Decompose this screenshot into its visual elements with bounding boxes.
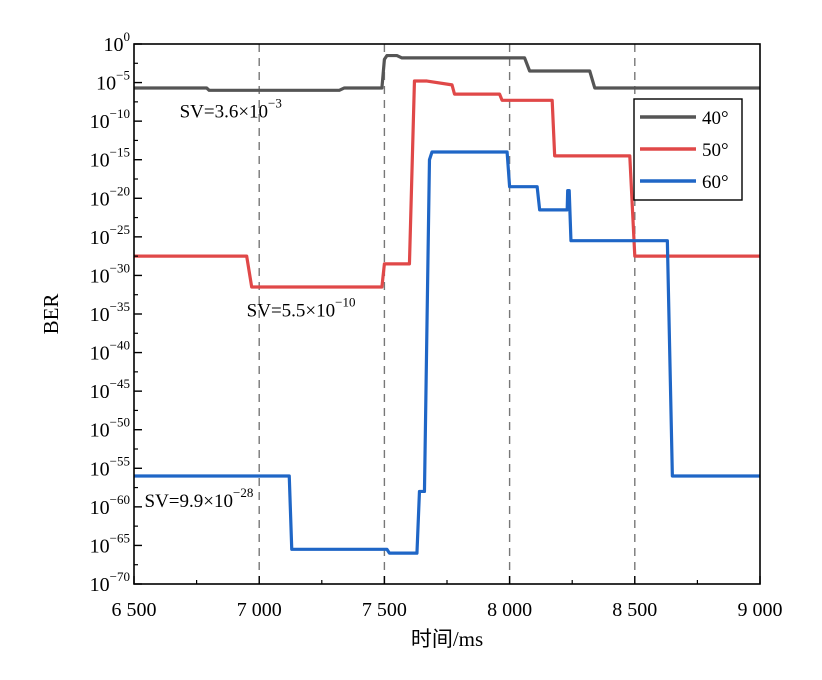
y-tick-label: 10−45	[90, 376, 130, 403]
x-tick-label: 6 500	[112, 599, 157, 621]
annotation-a60: SV=9.9×10−28	[145, 485, 254, 512]
x-tick-label: 9 000	[738, 599, 783, 621]
series-line-3	[134, 150, 760, 555]
y-tick-label: 10−55	[90, 453, 130, 480]
x-tick-label: 7 500	[362, 599, 407, 621]
legend-label-1: 40°	[702, 108, 729, 129]
y-tick-label: 10−40	[90, 338, 130, 365]
annotations: SV=3.6×10−3 SV=5.5×10−10 SV=9.9×10−28	[145, 95, 356, 512]
y-tick-label: 100	[104, 29, 131, 56]
y-tick-label: 10−35	[90, 299, 130, 326]
y-tick-label: 10−5	[96, 68, 130, 95]
x-tick-label: 7 000	[237, 599, 282, 621]
y-axis-ticks: 100 10−5 10−10 10−15 10−20 10−25 10−30 10−35 10−…	[90, 29, 142, 596]
y-tick-label: 10−30	[90, 260, 130, 287]
legend-label-2: 50°	[702, 140, 729, 161]
annotation-a40: SV=3.6×10−3	[180, 95, 282, 122]
y-tick-label: 10−25	[90, 222, 130, 249]
y-tick-label: 10−10	[90, 106, 130, 133]
series-lines	[134, 53, 760, 555]
y-tick-label: 10−20	[90, 183, 130, 210]
legend: 40° 50° 60°	[633, 98, 743, 201]
y-tick-label: 10−70	[90, 569, 130, 596]
annotation-a50: SV=5.5×10−10	[247, 294, 356, 321]
x-tick-label: 8 000	[487, 599, 532, 621]
x-axis-ticks: 6 500 7 000 7 500 8 000 8 500 9 000	[112, 576, 783, 621]
y-tick-label: 10−15	[90, 145, 130, 172]
series-line-2	[134, 79, 760, 289]
y-axis-label: BER	[39, 294, 63, 335]
y-tick-label: 10−65	[90, 530, 130, 557]
x-axis-label: 时间/ms	[411, 627, 483, 651]
y-tick-label: 10−50	[90, 415, 130, 442]
x-tick-label: 8 500	[612, 599, 657, 621]
y-tick-label: 10−60	[90, 492, 130, 519]
legend-label-3: 60°	[702, 172, 729, 193]
series-line-1	[134, 53, 760, 92]
